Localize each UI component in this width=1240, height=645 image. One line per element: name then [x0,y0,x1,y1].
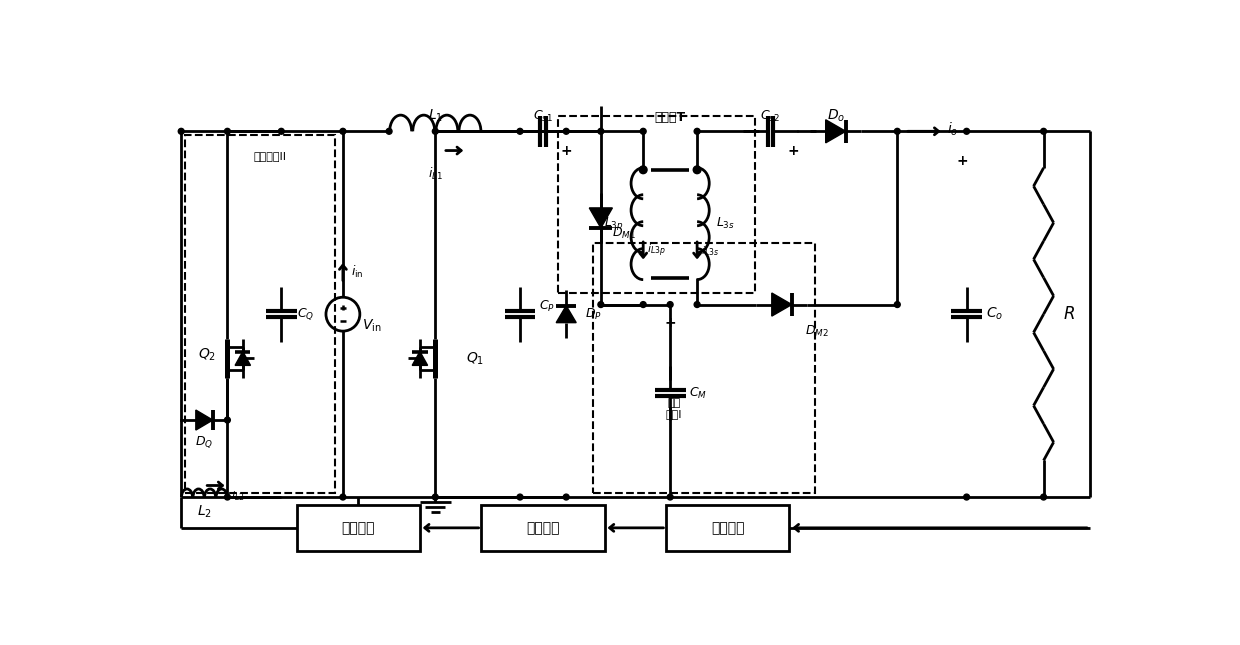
Circle shape [693,166,701,174]
Circle shape [563,128,569,134]
Text: $V_{\rm in}$: $V_{\rm in}$ [362,317,382,334]
Polygon shape [412,352,428,365]
Text: +: + [665,316,676,330]
Text: $Q_2$: $Q_2$ [197,346,216,362]
Polygon shape [826,120,846,143]
Text: $L_{3p}$: $L_{3p}$ [604,215,624,232]
Circle shape [278,128,284,134]
Circle shape [667,302,673,308]
Text: $D_o$: $D_o$ [827,107,844,124]
Text: $i_{L3s}$: $i_{L3s}$ [701,244,719,257]
Polygon shape [589,208,613,228]
Text: $i_{L1}$: $i_{L1}$ [428,166,443,182]
Circle shape [963,494,970,500]
Circle shape [224,128,231,134]
Circle shape [894,302,900,308]
Text: $D_P$: $D_P$ [585,306,603,322]
Text: $L_2$: $L_2$ [197,503,212,520]
Bar [666,505,790,551]
Circle shape [224,494,231,500]
Text: 驱动电路: 驱动电路 [341,521,374,535]
Text: $D_{M2}$: $D_{M2}$ [805,324,828,339]
Text: $i_{L3p}$: $i_{L3p}$ [647,243,666,259]
Text: 倍压
单元I: 倍压 单元I [666,398,682,419]
Text: $i_{L2}$: $i_{L2}$ [231,490,244,503]
Text: 控制芯片: 控制芯片 [526,521,559,535]
Text: $Q_1$: $Q_1$ [466,350,485,366]
Circle shape [640,302,646,308]
Text: $i_o$: $i_o$ [947,120,959,137]
Text: 采样电路: 采样电路 [712,521,745,535]
Circle shape [894,128,900,134]
Text: $C_o$: $C_o$ [986,306,1003,322]
Polygon shape [771,293,792,316]
Circle shape [433,128,438,134]
Text: +: + [560,144,572,157]
Text: $C_{s1}$: $C_{s1}$ [533,108,553,124]
Circle shape [517,494,523,500]
Text: $L_1$: $L_1$ [428,107,443,124]
Bar [593,243,815,493]
Circle shape [340,494,346,500]
Text: +: + [957,154,968,168]
Text: $L_{3s}$: $L_{3s}$ [717,216,735,232]
Bar [481,505,605,551]
Text: $C_{s2}$: $C_{s2}$ [760,108,780,124]
Text: $C_Q$: $C_Q$ [296,306,314,322]
Circle shape [640,166,647,174]
Text: $i_{\rm in}$: $i_{\rm in}$ [351,264,363,280]
Circle shape [1040,494,1047,500]
Text: $C_P$: $C_P$ [539,299,556,314]
Circle shape [598,302,604,308]
Text: $R$: $R$ [1063,305,1075,323]
Bar [296,505,420,551]
Text: $C_M$: $C_M$ [689,386,708,401]
Polygon shape [236,352,250,365]
Circle shape [667,494,673,500]
Circle shape [179,128,184,134]
Circle shape [224,417,231,423]
Circle shape [433,494,438,500]
Circle shape [386,128,392,134]
Circle shape [963,128,970,134]
Circle shape [694,128,701,134]
Bar [185,135,335,493]
Polygon shape [196,410,213,430]
Circle shape [340,128,346,134]
Text: $D_Q$: $D_Q$ [195,434,213,450]
Circle shape [563,494,569,500]
Text: $D_{M1}$: $D_{M1}$ [613,226,636,241]
Text: 变压器T: 变压器T [655,110,686,124]
Polygon shape [557,306,577,322]
Circle shape [640,128,646,134]
Bar [558,116,755,293]
Text: +: + [787,144,799,157]
Text: 倍压单元II: 倍压单元II [253,150,286,161]
Circle shape [517,128,523,134]
Circle shape [1040,128,1047,134]
Circle shape [598,128,604,134]
Circle shape [694,302,701,308]
